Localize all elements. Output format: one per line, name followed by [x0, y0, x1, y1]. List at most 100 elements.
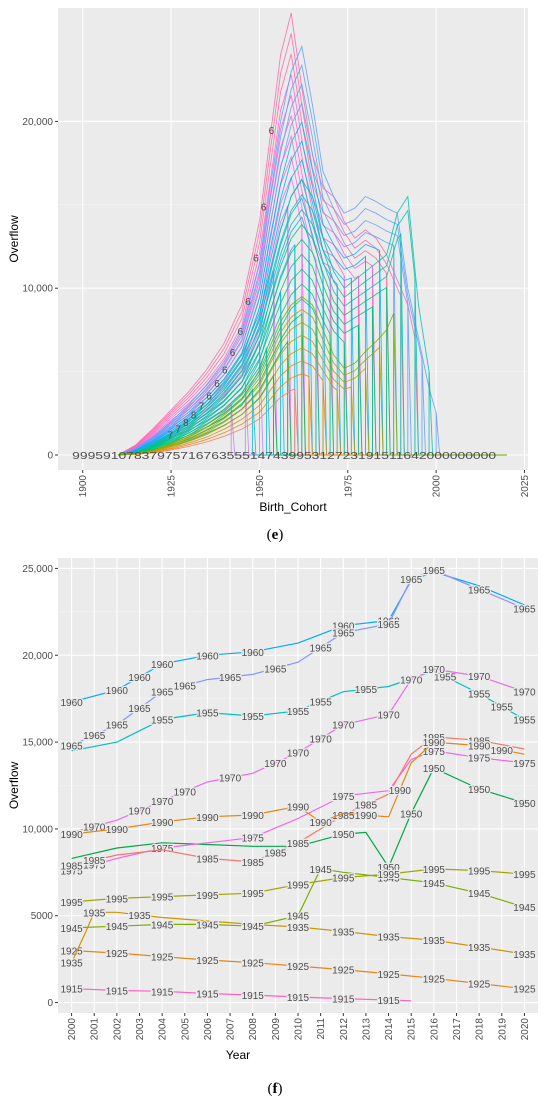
x-tick-label: 2006 [203, 1018, 214, 1041]
series-label-1960: 1960 [196, 651, 219, 662]
y-tick-label: 20,000 [22, 117, 53, 128]
series-label-1945: 1945 [287, 912, 310, 923]
series-label-1935: 1935 [60, 959, 83, 970]
cohort-start-label: 8 [191, 411, 197, 422]
series-label-1970: 1970 [310, 735, 333, 746]
x-tick-label: 2020 [520, 1018, 531, 1041]
series-label-1970: 1970 [287, 749, 310, 760]
series-label-1945: 1945 [242, 922, 265, 933]
series-label-1965: 1965 [423, 566, 446, 577]
plot-panel [58, 8, 528, 470]
series-label-1945: 1945 [423, 879, 446, 890]
series-label-1990: 1990 [242, 811, 265, 822]
series-label-1985: 1985 [423, 733, 446, 744]
series-line-1985 [71, 736, 525, 866]
series-label-1995: 1995 [468, 867, 491, 878]
series-label-1945: 1945 [60, 924, 83, 935]
x-tick-label: 2012 [339, 1018, 350, 1041]
cohort-start-label: 6 [238, 327, 244, 338]
series-label-1950: 1950 [423, 764, 446, 775]
y-tick-label: 10,000 [22, 284, 53, 295]
x-tick-label: 2003 [135, 1018, 146, 1041]
series-label-1995: 1995 [242, 889, 265, 900]
series-1970: 1970197019701970197019701970197019701970… [71, 664, 537, 835]
series-label-1945: 1945 [513, 903, 536, 914]
y-tick-label: 10,000 [22, 824, 53, 835]
series-label-1975: 1975 [242, 834, 265, 845]
series-label-1960: 1960 [128, 673, 151, 684]
series-label-1915: 1915 [60, 985, 83, 996]
series-label-1975: 1975 [468, 754, 491, 765]
series-label-1925: 1925 [513, 985, 536, 996]
series-label-1975: 1975 [332, 792, 355, 803]
series-label-1915: 1915 [106, 986, 129, 997]
series-label-1955: 1955 [151, 716, 174, 727]
x-tick-label: 2004 [158, 1018, 169, 1041]
series-label-1965: 1965 [513, 604, 536, 615]
series-line-1960 [71, 571, 525, 703]
series-label-1955: 1955 [491, 702, 514, 713]
series-label-1995: 1995 [196, 891, 219, 902]
series-1915: 1915 1915 1915 1915 1915 1915 1915 1915 [59, 983, 412, 1008]
cohort-start-label: 8 [183, 418, 189, 429]
series-label-1915: 1915 [151, 987, 174, 998]
y-tick-label: 5000 [31, 911, 54, 922]
series-label-1965: 1965 [219, 673, 242, 684]
series-1965: 1965196519651965196519651965196519651965… [59, 565, 537, 754]
series-label-1925: 1925 [60, 946, 83, 957]
series-line-1935 [71, 911, 525, 963]
series-label-1945: 1945 [310, 865, 333, 876]
series-label-1925: 1925 [242, 959, 265, 970]
series-label-1970: 1970 [128, 807, 151, 818]
series-label-1960: 1960 [332, 622, 355, 633]
caption-f: (f) [267, 1081, 283, 1097]
x-tick-label: 1925 [167, 475, 178, 498]
series-label-1970: 1970 [174, 788, 197, 799]
series-label-1935: 1935 [377, 933, 400, 944]
x-tick-label: 2010 [294, 1018, 305, 1041]
series-label-1990: 1990 [60, 830, 83, 841]
x-tick-label: 2015 [407, 1018, 418, 1041]
series-label-1925: 1925 [151, 953, 174, 964]
series-label-1925: 1925 [468, 979, 491, 990]
series-line-1975 [71, 750, 525, 872]
x-axis-title: Year [226, 1048, 250, 1062]
series-label-1985: 1985 [264, 848, 287, 859]
series-1995: 1995 1995 1995 1995 1995 1995 1995 1995 1995 1995… [59, 864, 537, 910]
series-label-1965: 1965 [151, 688, 174, 699]
series-label-1915: 1915 [377, 996, 400, 1007]
series-label-1990: 1990 [491, 746, 514, 757]
series-label-1965: 1965 [174, 682, 197, 693]
series-label-1935: 1935 [332, 927, 355, 938]
series-label-1945: 1945 [468, 889, 491, 900]
series-label-1995: 1995 [513, 870, 536, 881]
series-label-1915: 1915 [332, 995, 355, 1006]
series-label-1990: 1990 [423, 738, 446, 749]
series-1925: 1925 1925 1925 1925 1925 1925 1925 1925 1925 1925… [59, 945, 537, 997]
series-label-1965: 1965 [468, 585, 491, 596]
cohort-curves [117, 12, 507, 456]
cohort-start-label: 6 [222, 366, 228, 377]
series-label-1955: 1955 [355, 685, 378, 696]
series-label-1990: 1990 [389, 786, 412, 797]
cohort-start-label: 6 [261, 202, 267, 213]
series-1935: 1935 1935 1935 1935 1935 1935 1935 1935 1935 [59, 907, 537, 971]
series-label-1960: 1960 [242, 648, 265, 659]
x-tick-label: 1900 [78, 475, 89, 498]
series-label-1990: 1990 [151, 818, 174, 829]
series-label-1950: 1950 [468, 785, 491, 796]
y-tick-label: 15,000 [22, 738, 53, 749]
series-label-1960: 1960 [151, 660, 174, 671]
series-label-1925: 1925 [332, 966, 355, 977]
series-label-1990: 1990 [106, 825, 129, 836]
series-label-1995: 1995 [287, 880, 310, 891]
series-label-1965: 1965 [264, 664, 287, 675]
y-axis-title: Overflow [7, 215, 21, 263]
cohort-start-label: 7 [168, 430, 174, 441]
y-tick-label: 0 [47, 450, 53, 461]
series-label-1955: 1955 [310, 697, 333, 708]
series-label-1990: 1990 [196, 813, 219, 824]
series-label-1925: 1925 [377, 970, 400, 981]
series-label-1965: 1965 [377, 620, 400, 631]
